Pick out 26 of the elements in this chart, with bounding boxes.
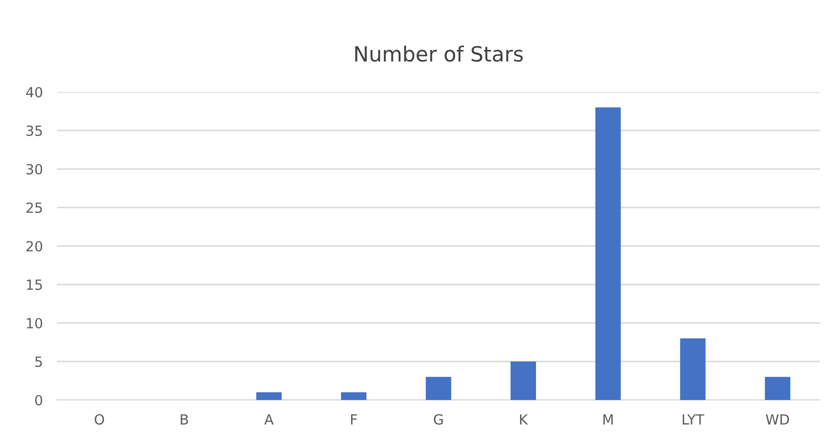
- bar: [510, 362, 536, 400]
- y-tick-label: 30: [26, 164, 42, 174]
- x-tick-label: K: [520, 414, 528, 424]
- y-tick-label: 35: [26, 125, 42, 136]
- y-tick-label: 40: [26, 86, 42, 98]
- x-tick-label: A: [264, 414, 274, 424]
- y-tick-label: 0: [35, 394, 42, 406]
- bar: [680, 338, 706, 400]
- x-tick-label: M: [603, 414, 613, 424]
- bar: [764, 376, 790, 400]
- y-tick-label: 5: [35, 356, 42, 367]
- y-tick-label: 10: [26, 318, 42, 328]
- x-tick-label: B: [180, 414, 188, 424]
- x-tick-label: LYT: [682, 414, 704, 424]
- y-tick-label: 15: [26, 280, 42, 290]
- bar: [341, 392, 366, 400]
- x-tick-label: O: [94, 414, 104, 425]
- y-tick-label: 20: [26, 240, 42, 252]
- bar: [595, 107, 621, 400]
- bar: [426, 376, 452, 400]
- x-tick-label: WD: [766, 414, 790, 424]
- y-tick-label: 25: [26, 202, 42, 213]
- chart-title: Number of Stars: [355, 46, 523, 62]
- x-tick-label: G: [434, 414, 443, 425]
- bar: [256, 392, 282, 400]
- x-tick-label: F: [351, 414, 357, 424]
